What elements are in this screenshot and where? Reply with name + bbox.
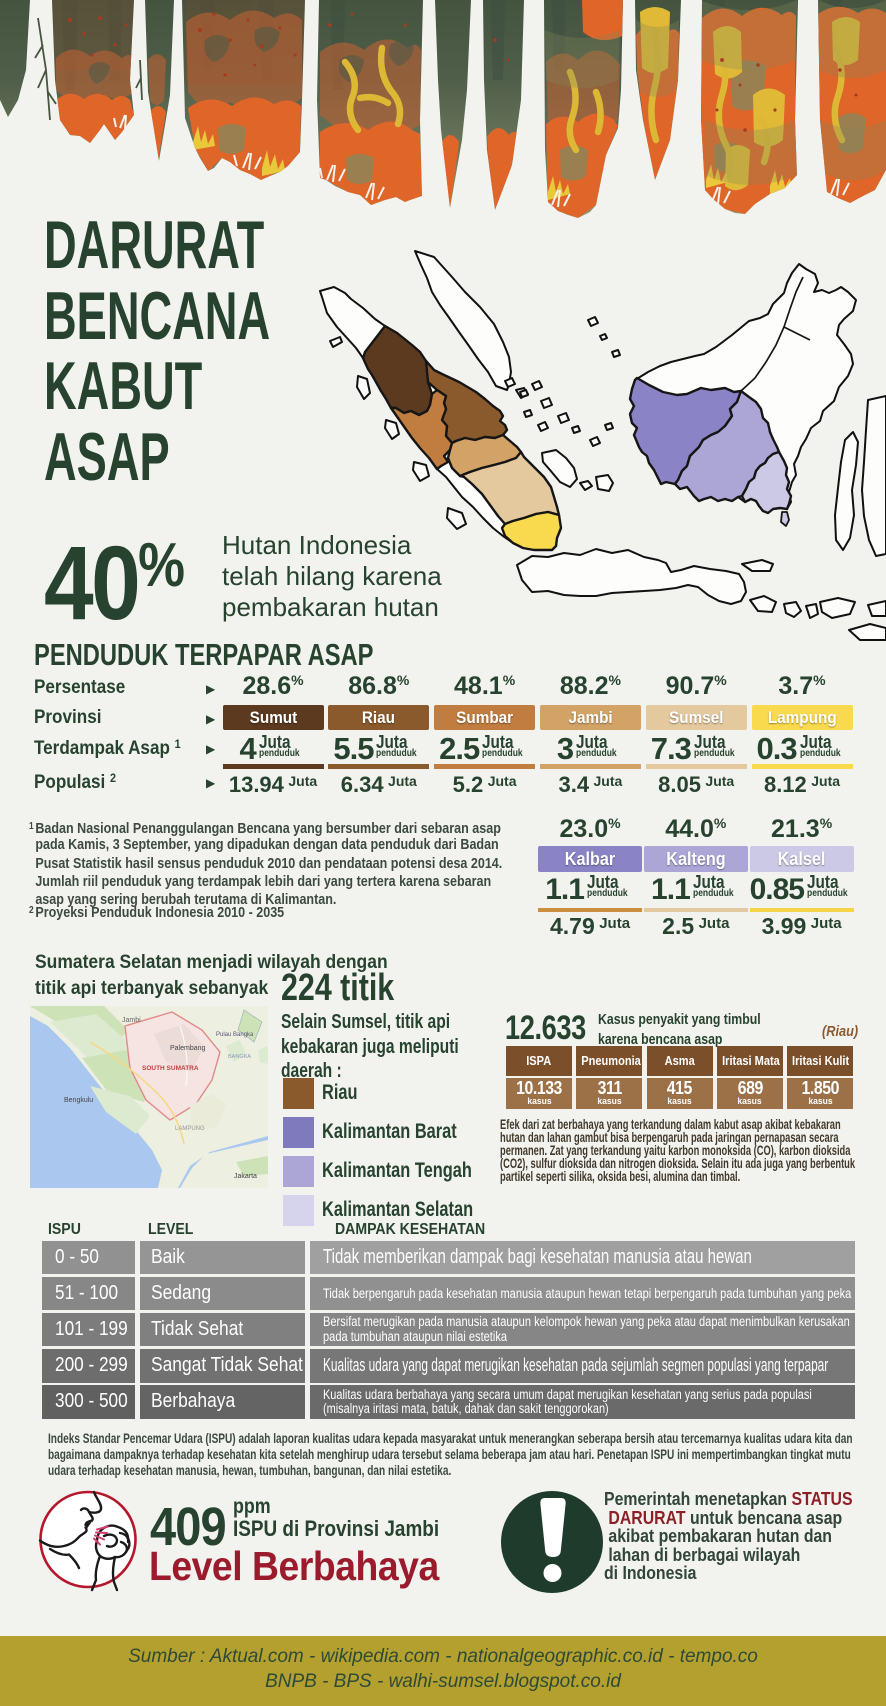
- svg-text:LAMPUNG: LAMPUNG: [175, 1126, 205, 1132]
- svg-text:Pulau Bangka: Pulau Bangka: [216, 1032, 254, 1038]
- svg-text:BANGKA: BANGKA: [228, 1054, 251, 1060]
- svg-text:Palembang: Palembang: [170, 1045, 206, 1052]
- svg-text:SOUTH SUMATRA: SOUTH SUMATRA: [142, 1065, 199, 1072]
- svg-text:Jakarta: Jakarta: [234, 1173, 257, 1180]
- svg-text:Bengkulu: Bengkulu: [64, 1097, 93, 1104]
- svg-text:Jambi: Jambi: [122, 1017, 141, 1024]
